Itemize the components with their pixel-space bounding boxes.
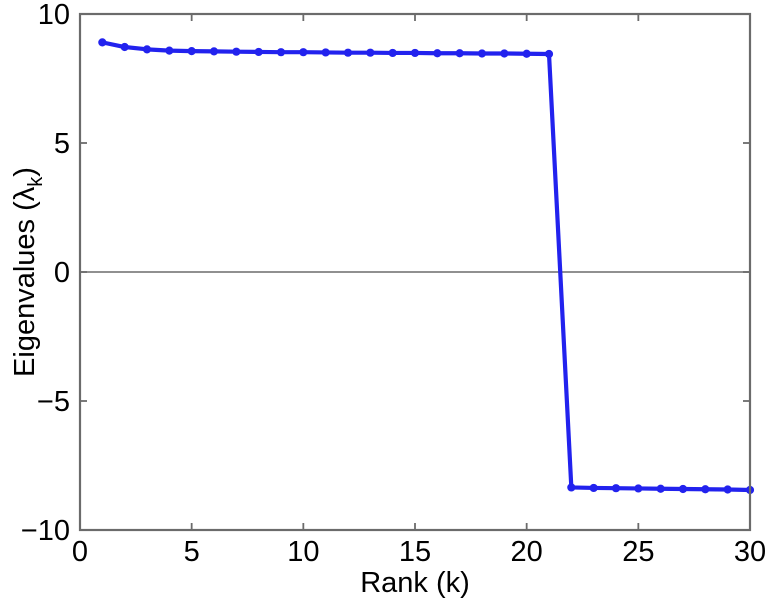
- data-point-marker: [321, 48, 330, 57]
- data-point-marker: [343, 48, 353, 57]
- y-axis-title-subscript: k: [25, 176, 47, 187]
- data-point-marker: [433, 49, 442, 58]
- data-series-group: [98, 38, 755, 495]
- data-point-marker: [522, 49, 531, 58]
- data-point-marker: [723, 485, 732, 494]
- data-point-marker: [567, 483, 576, 492]
- y-tick-label: −10: [21, 515, 70, 547]
- data-point-marker: [500, 49, 509, 58]
- x-tick-label: 5: [184, 536, 200, 568]
- x-axis-title: Rank (k): [360, 567, 470, 599]
- x-tick-label: 0: [72, 536, 88, 568]
- y-axis-title-suffix: ): [9, 167, 41, 177]
- y-axis-title-text: Eigenvalues (λk): [9, 167, 47, 377]
- data-point-marker: [544, 49, 554, 59]
- data-point-marker: [388, 48, 397, 58]
- data-point-marker: [232, 47, 241, 56]
- y-tick-label: 10: [38, 0, 70, 31]
- data-point-marker: [589, 483, 598, 493]
- y-axis-tick-labels: −10 −5 0 5 10: [21, 0, 70, 547]
- data-point-marker: [634, 484, 643, 493]
- x-tick-label: 25: [622, 536, 654, 568]
- data-point-marker: [165, 46, 174, 55]
- data-point-marker: [142, 45, 152, 54]
- data-point-marker: [455, 49, 464, 58]
- y-tick-label: −5: [37, 386, 70, 418]
- x-tick-label: 15: [399, 536, 431, 568]
- y-tick-label: 5: [54, 128, 70, 160]
- y-axis-title: Eigenvalues (λk): [9, 167, 47, 377]
- data-point-marker: [254, 47, 263, 57]
- data-point-marker: [120, 42, 129, 52]
- data-point-marker: [701, 485, 710, 494]
- data-point-marker: [299, 48, 308, 57]
- x-tick-label: 20: [511, 536, 543, 568]
- axis-tick-marks: [79, 13, 751, 531]
- data-point-marker: [187, 47, 196, 56]
- data-point-marker: [366, 48, 375, 57]
- data-point-marker: [276, 48, 286, 57]
- y-axis-title-main: Eigenvalues (λ: [9, 186, 41, 377]
- data-point-marker: [98, 38, 107, 47]
- x-tick-label: 30: [734, 536, 766, 568]
- data-point-marker: [477, 49, 487, 58]
- data-point-marker: [678, 484, 688, 494]
- data-point-marker: [611, 484, 621, 493]
- x-tick-label: 10: [287, 536, 319, 568]
- data-point-marker: [209, 47, 219, 56]
- x-axis-tick-labels: 0 5 10 15 20 25 30: [72, 536, 766, 568]
- data-point-marker: [656, 484, 665, 493]
- y-tick-label: 0: [54, 257, 70, 289]
- data-point-marker: [410, 48, 420, 58]
